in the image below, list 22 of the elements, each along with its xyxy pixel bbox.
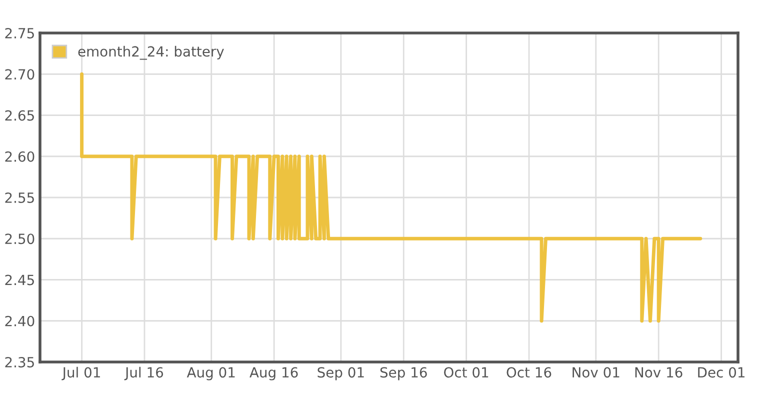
x-tick-label: Jul 16 <box>124 366 164 380</box>
y-tick-label: 2.70 <box>5 69 34 80</box>
y-tick-label: 2.35 <box>5 356 34 368</box>
x-tick-label: Nov 16 <box>635 367 682 378</box>
x-tick-label: Nov 01 <box>572 367 620 378</box>
y-tick-label: 2.75 <box>5 28 34 38</box>
x-tick-label: Aug 01 <box>186 367 235 380</box>
y-tick-label: 2.45 <box>5 274 34 286</box>
x-tick-label: Sep 16 <box>380 367 427 380</box>
legend-label: emonth2_24: battery <box>78 46 224 60</box>
y-tick-label: 2.50 <box>5 234 34 244</box>
x-tick-label: Aug 16 <box>250 367 298 380</box>
y-tick-label: 2.55 <box>5 192 34 203</box>
x-tick-label: Oct 16 <box>506 367 552 378</box>
x-tick-label: Dec 01 <box>698 367 744 378</box>
line-series <box>80 72 702 323</box>
y-tick-label: 2.40 <box>5 316 34 326</box>
x-tick-label: Jul 01 <box>62 366 100 380</box>
y-tick-label: 2.60 <box>5 151 34 162</box>
x-tick-label: Oct 01 <box>444 367 488 378</box>
x-tick-label: Sep 01 <box>318 367 364 380</box>
y-tick-label: 2.65 <box>5 110 34 121</box>
